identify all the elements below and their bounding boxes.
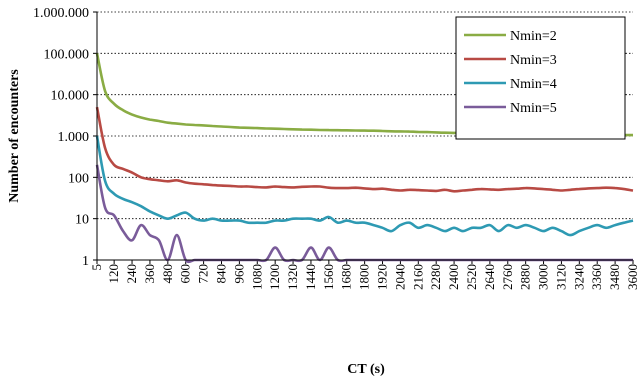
x-tick-label: 1440	[303, 264, 318, 290]
x-tick-label: 3000	[536, 264, 551, 290]
x-tick-label: 1080	[249, 264, 264, 290]
y-tick-label: 1	[82, 254, 89, 269]
x-tick-label: 3120	[553, 264, 568, 290]
x-axis-ticks: 5 120 240 360 480 600 720 840 960 1080 1200 1320 144…	[89, 260, 639, 290]
legend-label: Nmin=3	[510, 53, 557, 68]
y-tick-label: 1.000.000	[33, 6, 89, 21]
legend-label: Nmin=2	[510, 29, 557, 44]
x-tick-label: 480	[160, 264, 175, 284]
x-tick-label: 3360	[589, 264, 604, 290]
x-tick-label: 240	[124, 264, 139, 284]
series-line-3	[95, 106, 634, 193]
series-line-4	[95, 135, 634, 237]
legend: Nmin=2 Nmin=3 Nmin=4 Nmin=5	[455, 16, 626, 140]
x-tick-label: 3240	[571, 264, 586, 290]
x-tick-label: 960	[231, 264, 246, 284]
y-tick-label: 100.000	[44, 47, 90, 62]
x-tick-label: 2160	[410, 264, 425, 290]
y-tick-label: 10	[75, 213, 89, 228]
y-tick-label: 1.000	[58, 130, 90, 145]
x-axis-label: CT (s)	[347, 362, 385, 377]
x-tick-label: 840	[213, 264, 228, 284]
x-tick-label: 2520	[464, 264, 479, 290]
x-tick-label: 720	[196, 264, 211, 284]
x-tick-label: 2760	[500, 264, 515, 290]
x-tick-label: 1800	[357, 264, 372, 290]
x-tick-label: 2880	[518, 264, 533, 290]
x-tick-label: 3480	[607, 264, 622, 290]
y-tick-label: 10.000	[51, 89, 90, 104]
x-tick-label: 2280	[428, 264, 443, 290]
x-tick-label: 5	[89, 264, 104, 271]
x-tick-label: 120	[106, 264, 121, 284]
x-tick-label: 1560	[321, 264, 336, 290]
x-tick-label: 1320	[285, 264, 300, 290]
x-tick-label: 1680	[339, 264, 354, 290]
x-tick-label: 3600	[625, 264, 639, 290]
x-tick-label: 2400	[446, 264, 461, 290]
x-tick-label: 360	[142, 264, 157, 284]
legend-box	[455, 16, 626, 140]
x-tick-label: 600	[178, 264, 193, 284]
y-tick-label: 100	[68, 171, 89, 186]
x-tick-label: 1200	[267, 264, 282, 290]
y-axis-ticks: 1 10 100 1.000 10.000 100.000 1.000.000	[33, 6, 97, 269]
x-tick-label: 2040	[392, 264, 407, 290]
x-tick-label: 1920	[375, 264, 390, 290]
legend-label: Nmin=5	[510, 101, 557, 116]
y-axis-label: Number of encounters	[7, 69, 22, 203]
legend-label: Nmin=4	[510, 77, 557, 92]
x-tick-label: 2640	[482, 264, 497, 290]
